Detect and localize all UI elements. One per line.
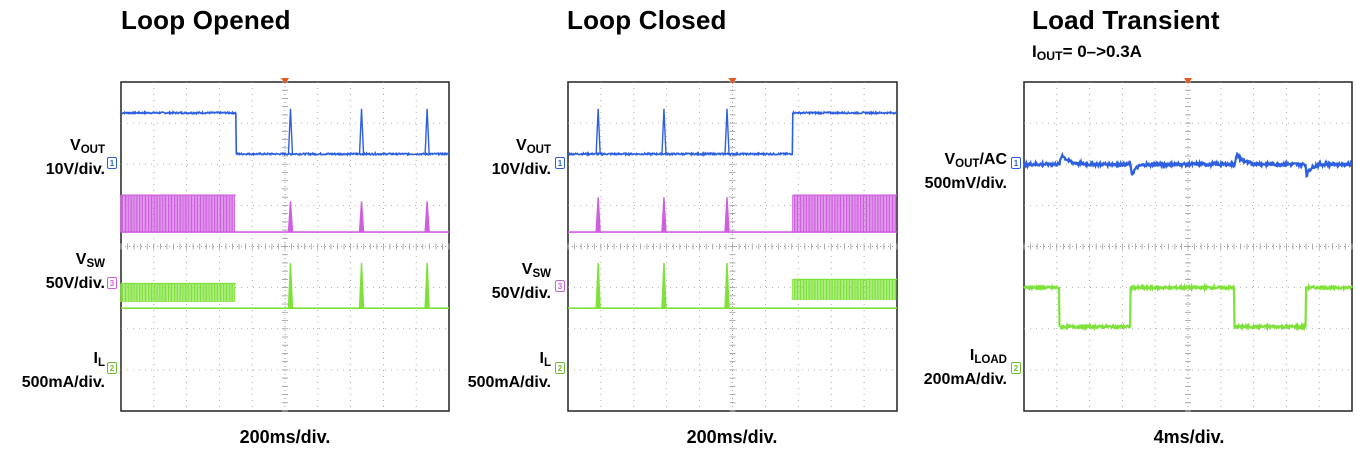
pulse-spike bbox=[358, 201, 365, 233]
scope-plot-loop-closed bbox=[567, 78, 898, 412]
channel-marker-il-p1: 2 bbox=[555, 362, 565, 374]
subtitle-main: I bbox=[1032, 42, 1037, 61]
pulse-spike bbox=[424, 108, 430, 154]
pulse-spike bbox=[287, 108, 294, 154]
pulse-spike bbox=[358, 262, 365, 309]
label-main: I bbox=[969, 347, 975, 364]
trigger-marker bbox=[281, 78, 289, 84]
channel-marker-vout-p0: 1 bbox=[107, 157, 117, 169]
chart-subtitle-iout: IOUT= 0–>0.3A bbox=[1032, 42, 1142, 63]
label-sub: OUT bbox=[80, 143, 105, 156]
label-main: V bbox=[75, 251, 87, 268]
label-rest: /AC bbox=[979, 151, 1007, 168]
label-main: I bbox=[93, 350, 98, 367]
pulse-spike bbox=[424, 262, 430, 309]
label-iload-p2: ILOAD 200mA/div. bbox=[924, 346, 1007, 389]
label-vsw-p0: VSW 50V/div. bbox=[46, 250, 105, 293]
time-div-loop-closed: 200ms/div. bbox=[686, 427, 778, 447]
label-main: V bbox=[521, 261, 533, 278]
label-sub: OUT bbox=[955, 157, 980, 170]
label-il-p0: IL 500mA/div. bbox=[22, 349, 105, 392]
label-main: I bbox=[539, 350, 544, 367]
pulse-spike bbox=[661, 108, 667, 154]
scale-text: 10V/div. bbox=[491, 160, 551, 178]
trigger-marker bbox=[1184, 78, 1192, 84]
label-main: V bbox=[944, 151, 956, 168]
switching-burst bbox=[120, 283, 235, 302]
trace-vout bbox=[120, 108, 450, 157]
trace-il bbox=[568, 262, 897, 309]
channel-marker-vout-p1: 1 bbox=[555, 157, 565, 169]
trace-vsw bbox=[568, 194, 897, 233]
label-sub: LOAD bbox=[974, 353, 1007, 366]
chart-title-loop-opened: Loop Opened bbox=[121, 5, 291, 35]
subtitle-sub: OUT bbox=[1036, 49, 1063, 64]
scale-text: 50V/div. bbox=[45, 274, 105, 292]
pulse-spike bbox=[595, 197, 601, 233]
label-main: V bbox=[70, 137, 81, 154]
channel-marker-vsw-p0: 3 bbox=[107, 277, 117, 289]
label-vout-p1: VOUT 10V/div. bbox=[492, 136, 551, 179]
label-il-p1: IL 500mA/div. bbox=[468, 349, 551, 392]
switching-burst bbox=[120, 195, 235, 233]
trigger-marker bbox=[728, 78, 737, 84]
pulse-spike bbox=[287, 262, 294, 309]
scale-text: 200mA/div. bbox=[923, 370, 1007, 388]
pulse-spike bbox=[595, 262, 601, 309]
label-vout-p0: VOUT 10V/div. bbox=[46, 136, 105, 179]
label-main: V bbox=[516, 137, 527, 154]
trace-vout bbox=[567, 108, 897, 157]
label-sub: L bbox=[543, 356, 551, 369]
label-vsw-p1: VSW 50V/div. bbox=[492, 260, 551, 303]
switching-burst bbox=[792, 279, 897, 300]
subtitle-rest: = 0–>0.3A bbox=[1062, 42, 1142, 61]
scale-text: 500mA/div. bbox=[467, 373, 551, 391]
pulse-spike bbox=[595, 108, 601, 154]
chart-title-load-transient: Load Transient bbox=[1032, 5, 1220, 35]
pulse-spike bbox=[724, 108, 730, 154]
label-sub: L bbox=[97, 356, 105, 369]
scale-text: 500mA/div. bbox=[21, 373, 105, 391]
scope-plot-loop-opened bbox=[120, 78, 450, 412]
scale-text: 500mV/div. bbox=[924, 174, 1007, 192]
trace-vsw bbox=[120, 194, 449, 233]
trace-vout-ac bbox=[1023, 151, 1353, 179]
pulse-spike bbox=[724, 262, 730, 309]
trace-il bbox=[120, 262, 449, 309]
pulse-spike bbox=[661, 262, 667, 309]
channel-marker-vsw-p1: 3 bbox=[555, 280, 565, 292]
pulse-spike bbox=[724, 197, 730, 233]
pulse-spike bbox=[661, 197, 667, 233]
channel-marker-il-p0: 2 bbox=[107, 362, 117, 374]
time-div-load-transient: 4ms/div. bbox=[1153, 427, 1225, 447]
chart-title-loop-closed: Loop Closed bbox=[567, 5, 727, 35]
scope-plot-load-transient bbox=[1023, 78, 1353, 412]
pulse-spike bbox=[287, 201, 294, 233]
label-sub: SW bbox=[532, 267, 551, 280]
trace-iload bbox=[1023, 282, 1353, 332]
channel-marker-iload-p2: 2 bbox=[1011, 362, 1021, 374]
pulse-spike bbox=[358, 108, 365, 154]
scale-text: 50V/div. bbox=[491, 284, 551, 302]
label-sub: SW bbox=[86, 257, 105, 270]
scale-text: 10V/div. bbox=[45, 160, 105, 178]
label-sub: OUT bbox=[526, 143, 551, 156]
pulse-spike bbox=[424, 201, 430, 233]
label-vout-p2: VOUT/AC 500mV/div. bbox=[925, 150, 1007, 193]
switching-burst bbox=[792, 195, 897, 233]
channel-marker-vout-p2: 1 bbox=[1011, 157, 1021, 169]
time-div-loop-opened: 200ms/div. bbox=[239, 427, 331, 447]
